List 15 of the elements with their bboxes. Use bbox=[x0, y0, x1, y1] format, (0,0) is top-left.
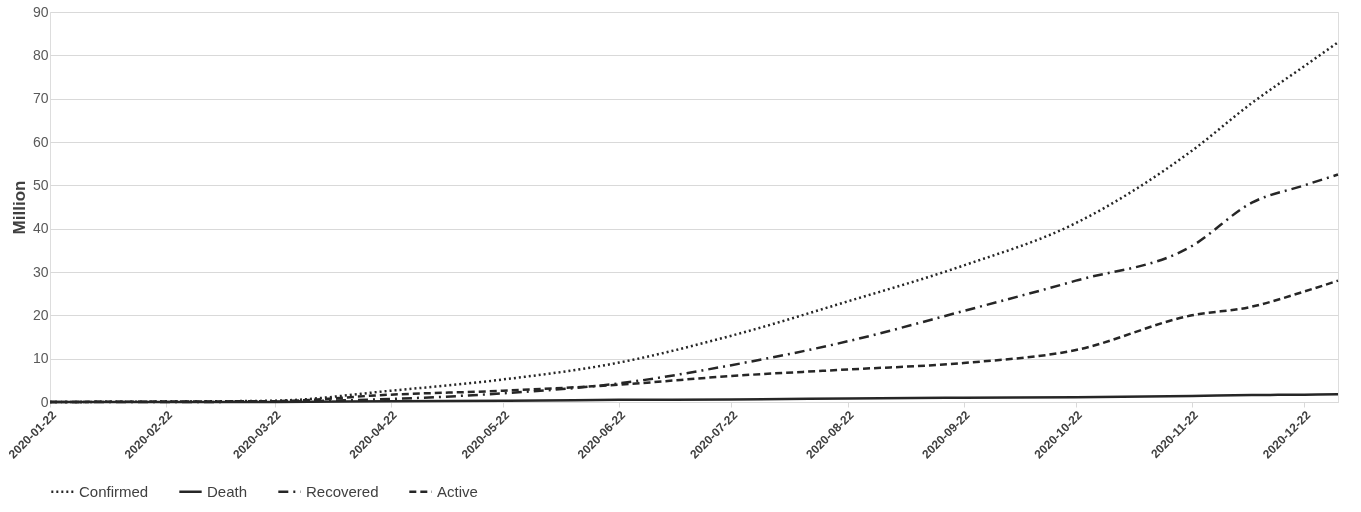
y-tick-label: 80 bbox=[32, 46, 49, 63]
y-tick-label: 50 bbox=[32, 176, 49, 193]
y-tick-label: 60 bbox=[32, 133, 49, 150]
legend-label: Death bbox=[207, 482, 248, 500]
legend-label: Active bbox=[437, 482, 478, 500]
y-tick-label: 20 bbox=[32, 306, 49, 323]
y-tick-label: 10 bbox=[32, 350, 49, 367]
y-tick-label: 40 bbox=[32, 220, 49, 237]
legend-label: Recovered bbox=[306, 482, 379, 500]
y-tick-label: 30 bbox=[32, 263, 49, 280]
legend-label: Confirmed bbox=[79, 482, 149, 500]
y-axis-title: Million bbox=[9, 180, 29, 235]
y-tick-label: 90 bbox=[32, 3, 49, 20]
y-tick-label: 0 bbox=[40, 393, 49, 410]
y-tick-label: 70 bbox=[32, 90, 49, 107]
